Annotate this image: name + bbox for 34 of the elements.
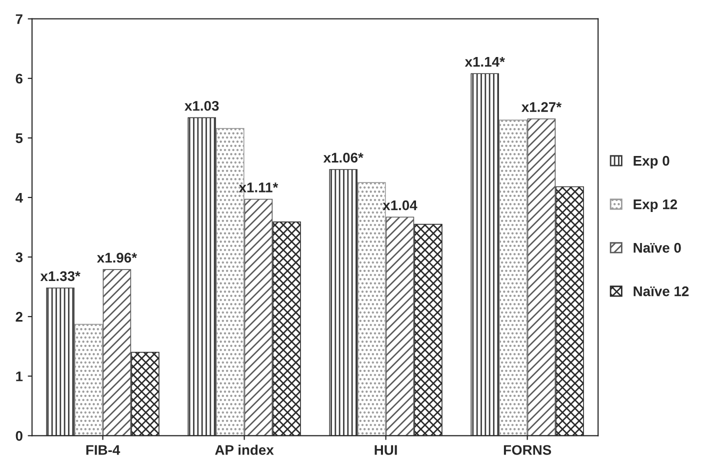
bar [102,269,132,436]
y-tick-label: 0 [16,431,22,441]
y-tick-label: 1 [16,372,23,382]
x-tick-label: AP index [215,444,274,455]
bar [386,216,414,436]
bar [188,117,216,436]
data-label: x1.33* [40,271,80,282]
y-tick-label: 5 [16,133,23,144]
y-tick-label: 7 [16,14,22,24]
legend-label: Exp 12 [634,199,678,212]
data-label: x1.27* [521,102,562,112]
bar [499,120,528,436]
x-tick-label: FORNS [504,445,552,455]
data-label: x1.03 [184,100,219,111]
bar [329,169,358,436]
bar [74,324,103,436]
y-tick-label: 3 [16,252,23,262]
bar [470,73,500,436]
legend-label: Naïve 12 [634,286,689,296]
x-tick-label: HUI [374,445,397,455]
data-label: x1.14* [464,57,505,67]
legend-label: Naïve 0 [634,242,681,253]
y-tick-label: 6 [16,74,23,84]
x-tick-label: FIB-4 [86,445,120,455]
bar [527,118,556,436]
data-label: x1.11* [238,182,278,192]
bar [46,288,74,436]
y-tick-label: 2 [16,312,22,322]
y-tick-label: 4 [16,192,23,203]
legend-label: Exp 0 [634,156,670,168]
data-label: x1.06* [323,152,364,163]
bar [244,198,273,436]
data-label: x1.96* [96,252,138,263]
data-label: x1.04 [382,200,418,210]
